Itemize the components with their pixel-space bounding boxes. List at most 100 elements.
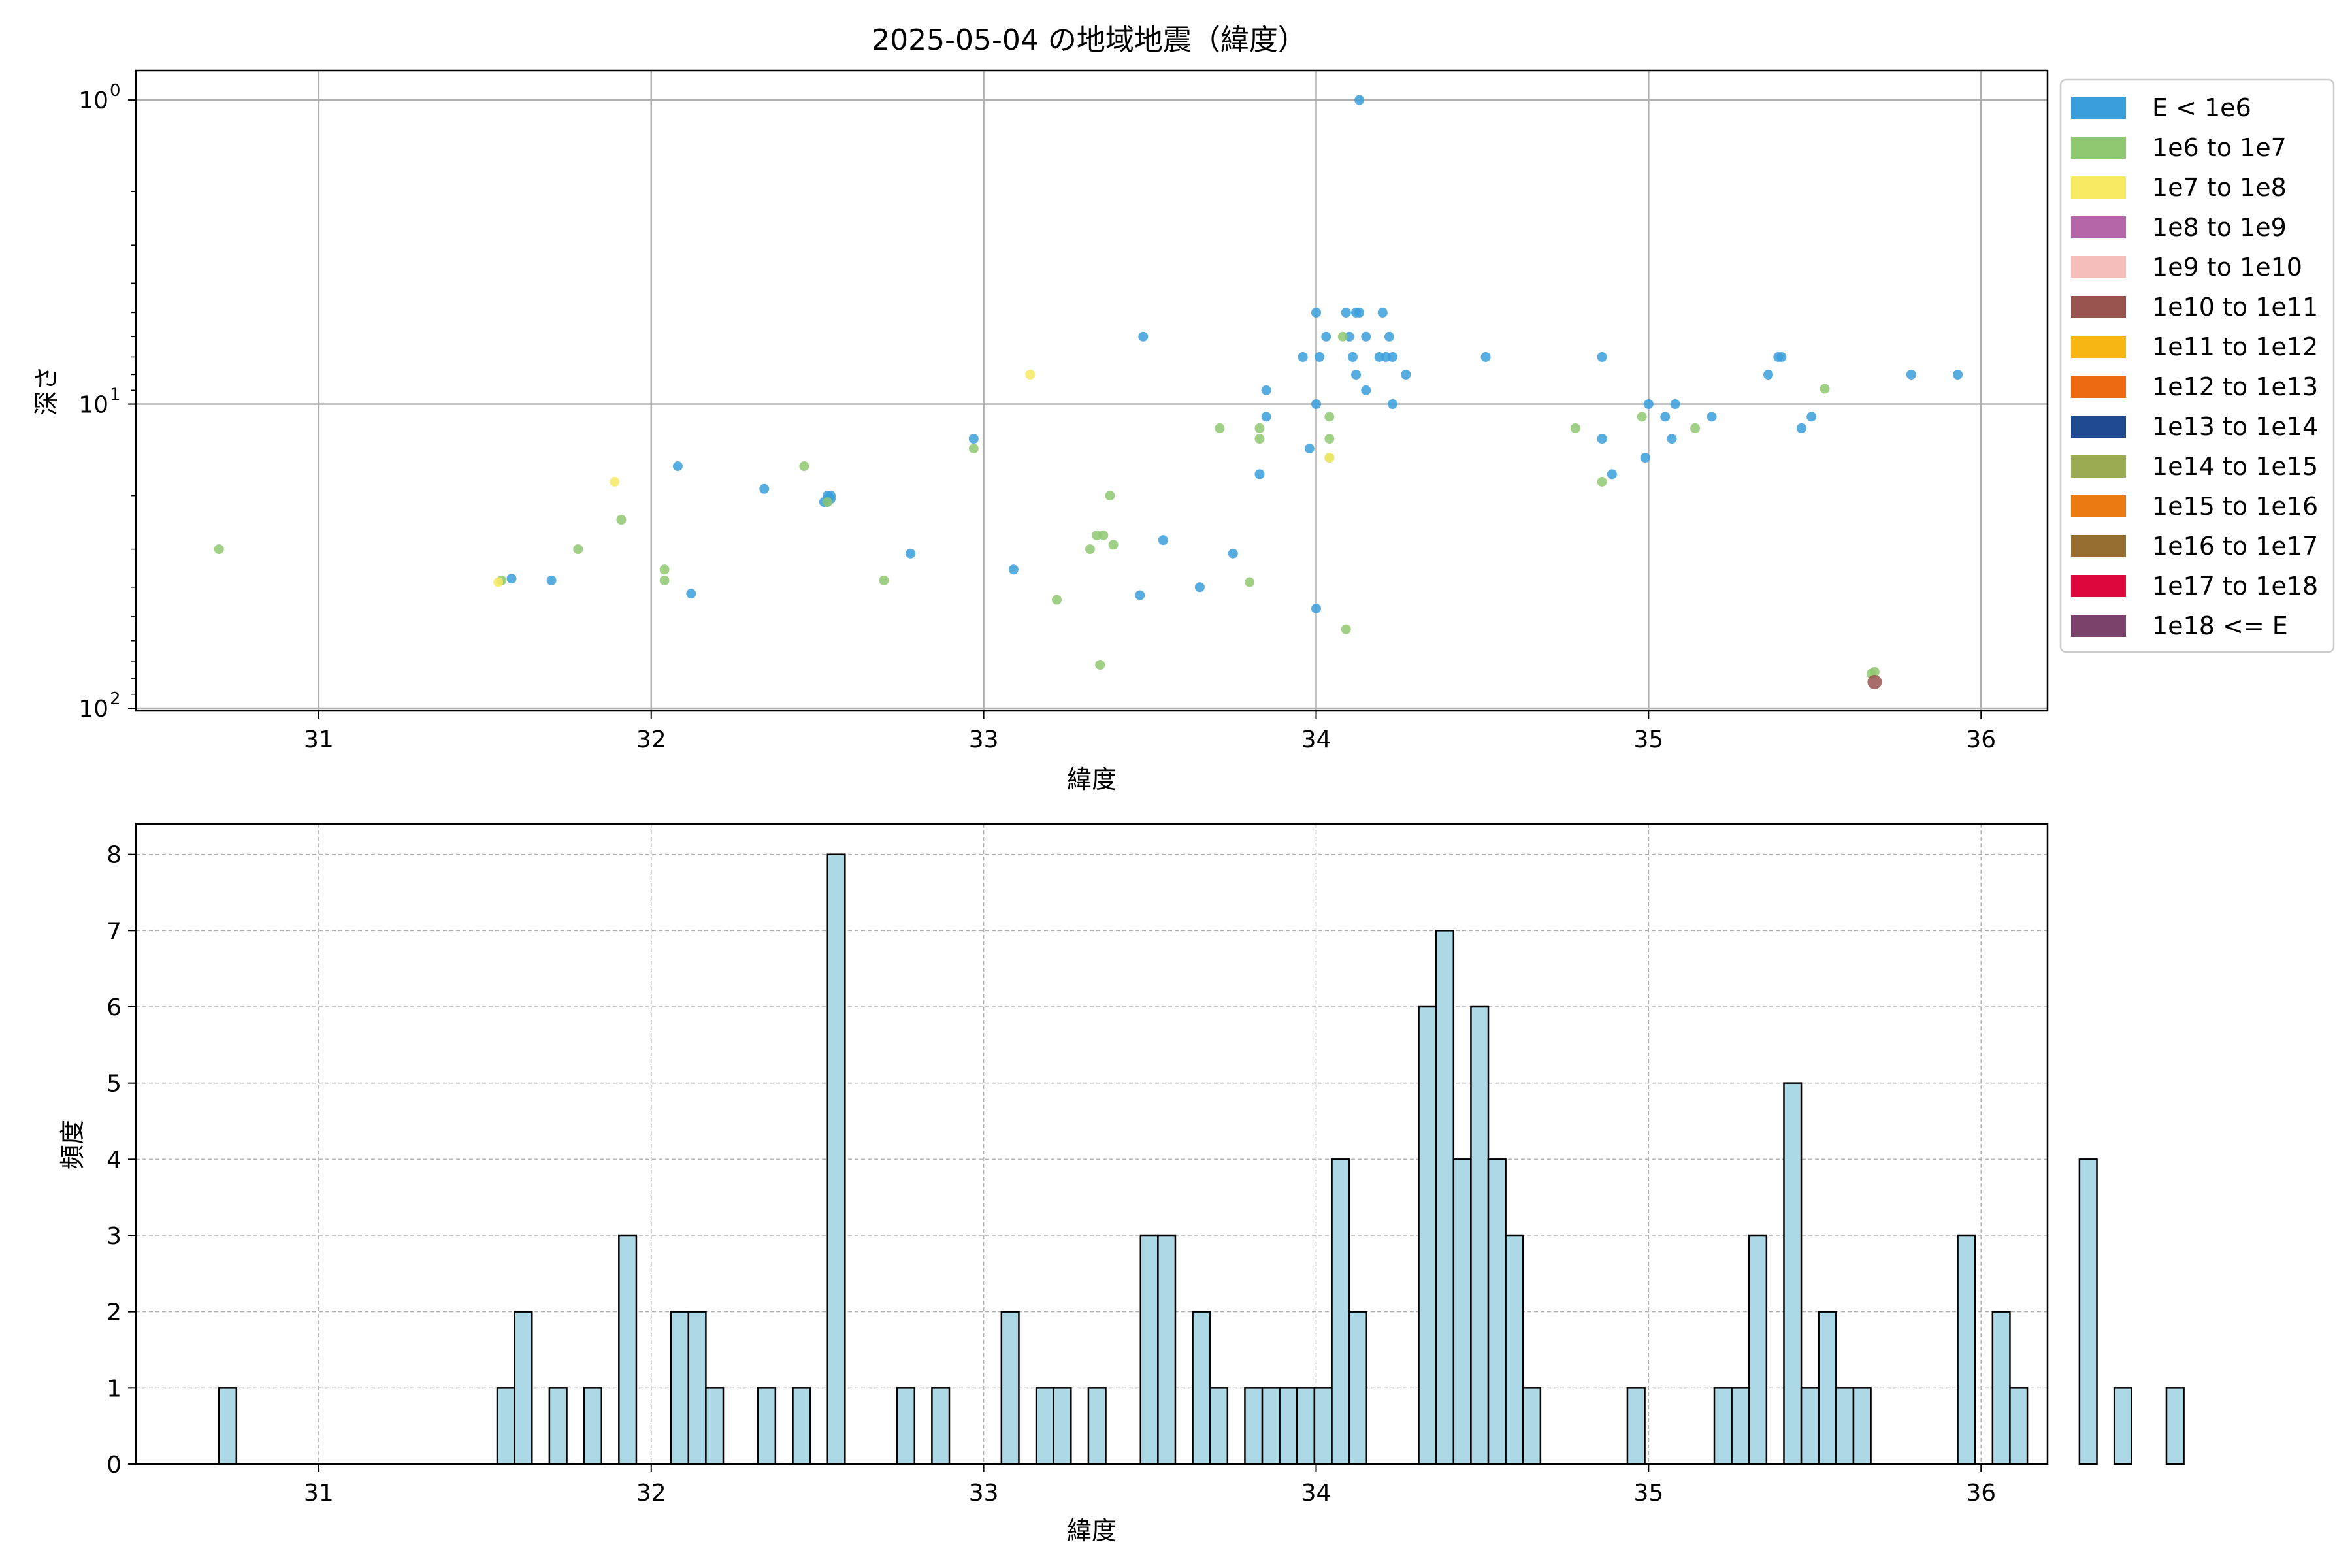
- histogram-bar: [1991, 1311, 2011, 1465]
- scatter-point: [493, 577, 504, 587]
- scatter-x-tick-label: 36: [1966, 727, 1996, 753]
- histogram-bar: [896, 1387, 916, 1465]
- histogram-x-ticks: 31 32 33 34 35 36: [304, 1464, 1996, 1507]
- histogram-y-tick-label: 1: [106, 1375, 122, 1402]
- legend-label: 1e15 to 1e16: [2152, 492, 2318, 521]
- legend-label: 1e10 to 1e11: [2152, 293, 2318, 321]
- histogram-x-tick-label: 35: [1633, 1480, 1663, 1507]
- histogram-y-ticks: 0 1 2 3 4 5 6 7 8: [106, 842, 136, 1478]
- histogram-bar: [687, 1311, 707, 1465]
- legend-label: 1e6 to 1e7: [2152, 133, 2287, 162]
- histogram-bar: [514, 1311, 533, 1465]
- histogram-bar: [1957, 1234, 1976, 1465]
- histogram-bar: [1435, 930, 1455, 1465]
- histogram-bar: [792, 1387, 811, 1465]
- histogram-bar: [1053, 1387, 1072, 1465]
- scatter-point: [1215, 423, 1225, 433]
- legend-swatch: [2071, 336, 2126, 358]
- scatter-point: [1351, 369, 1362, 380]
- legend-label: 1e9 to 1e10: [2152, 253, 2302, 282]
- histogram-bar: [1626, 1387, 1646, 1465]
- histogram-bar: [618, 1234, 638, 1465]
- histogram-bar: [705, 1387, 725, 1465]
- histogram-bar: [2009, 1387, 2029, 1465]
- legend-swatch: [2071, 137, 2126, 159]
- histogram-y-tick-label: 0: [106, 1452, 122, 1478]
- histogram-bar: [757, 1387, 777, 1465]
- histogram-bar: [1418, 1005, 1437, 1465]
- scatter-point: [1254, 434, 1265, 444]
- scatter-y-axis-label: 深さ: [32, 366, 61, 416]
- scatter-point: [1361, 385, 1371, 395]
- scatter-point: [1228, 548, 1238, 559]
- scatter-point: [1311, 603, 1321, 613]
- histogram-bar: [1244, 1387, 1264, 1465]
- scatter-point: [1092, 530, 1102, 540]
- histogram-bar: [1835, 1387, 1855, 1465]
- scatter-point: [1261, 412, 1271, 422]
- histogram-bar: [548, 1387, 568, 1465]
- scatter-point: [1597, 351, 1607, 362]
- legend-label: E < 1e6: [2152, 93, 2251, 122]
- scatter-point: [1298, 351, 1308, 362]
- scatter-point: [968, 444, 979, 454]
- scatter-x-axis-label: 緯度: [1067, 765, 1117, 794]
- scatter-point: [799, 461, 809, 472]
- histogram-bar: [1731, 1387, 1750, 1465]
- histogram-bar: [1087, 1387, 1107, 1465]
- histogram-bar: [826, 853, 846, 1465]
- scatter-point: [1304, 444, 1315, 454]
- histogram-bar: [2078, 1158, 2098, 1465]
- legend-swatch: [2071, 615, 2126, 637]
- scatter-point: [659, 564, 670, 575]
- histogram-bar: [1192, 1311, 1211, 1465]
- legend-swatch: [2071, 376, 2126, 398]
- legend-label: 1e11 to 1e12: [2152, 333, 2318, 361]
- histogram-y-tick-label: 5: [106, 1071, 122, 1098]
- scatter-x-ticks: 31 32 33 34 35 36: [304, 711, 1996, 753]
- histogram-bar: [1748, 1234, 1768, 1465]
- scatter-point: [1158, 535, 1168, 546]
- scatter-point: [686, 589, 696, 599]
- scatter-point: [1597, 434, 1607, 444]
- histogram-y-tick-label: 3: [106, 1223, 122, 1250]
- histogram-bar: [2165, 1387, 2185, 1465]
- scatter-grid: [136, 71, 2048, 711]
- scatter-point: [1324, 453, 1335, 463]
- histogram-bar: [1800, 1387, 1820, 1465]
- scatter-point: [1354, 307, 1365, 318]
- scatter-point: [1361, 331, 1371, 342]
- scatter-point: [1311, 307, 1321, 318]
- scatter-point: [1384, 331, 1394, 342]
- histogram-bar: [1331, 1158, 1350, 1465]
- histogram-bar: [1157, 1234, 1177, 1465]
- scatter-point: [546, 575, 557, 585]
- histogram-bar: [1035, 1387, 1054, 1465]
- scatter-y-tick-exponent: 0: [110, 81, 121, 101]
- histogram-bar: [2113, 1387, 2132, 1465]
- scatter-point: [1052, 595, 1062, 605]
- scatter-point: [573, 544, 583, 555]
- scatter-point: [1637, 412, 1647, 422]
- scatter-point: [1105, 491, 1115, 501]
- histogram-x-tick-label: 36: [1966, 1480, 1996, 1507]
- scatter-point: [214, 544, 224, 555]
- scatter-point: [1354, 95, 1365, 105]
- histogram-bar: [1139, 1234, 1159, 1465]
- histogram-bar: [218, 1387, 238, 1465]
- scatter-point: [1660, 412, 1671, 422]
- histogram-bar: [1783, 1082, 1803, 1465]
- histogram-x-tick-label: 31: [304, 1480, 334, 1507]
- scatter-y-tick-label: 10: [78, 696, 108, 723]
- legend-swatch: [2071, 216, 2126, 238]
- scatter-point: [1347, 351, 1358, 362]
- scatter-point: [1245, 577, 1255, 587]
- histogram-y-tick-label: 8: [106, 842, 122, 869]
- scatter-point: [1254, 469, 1265, 480]
- histogram-bar: [583, 1387, 602, 1465]
- scatter-point: [1085, 544, 1095, 555]
- histogram-bar: [1713, 1387, 1733, 1465]
- energy-legend: E < 1e6 1e6 to 1e7 1e7 to 1e8 1e8 to 1e9 1e9…: [2059, 78, 2335, 653]
- scatter-x-tick-label: 35: [1633, 727, 1663, 753]
